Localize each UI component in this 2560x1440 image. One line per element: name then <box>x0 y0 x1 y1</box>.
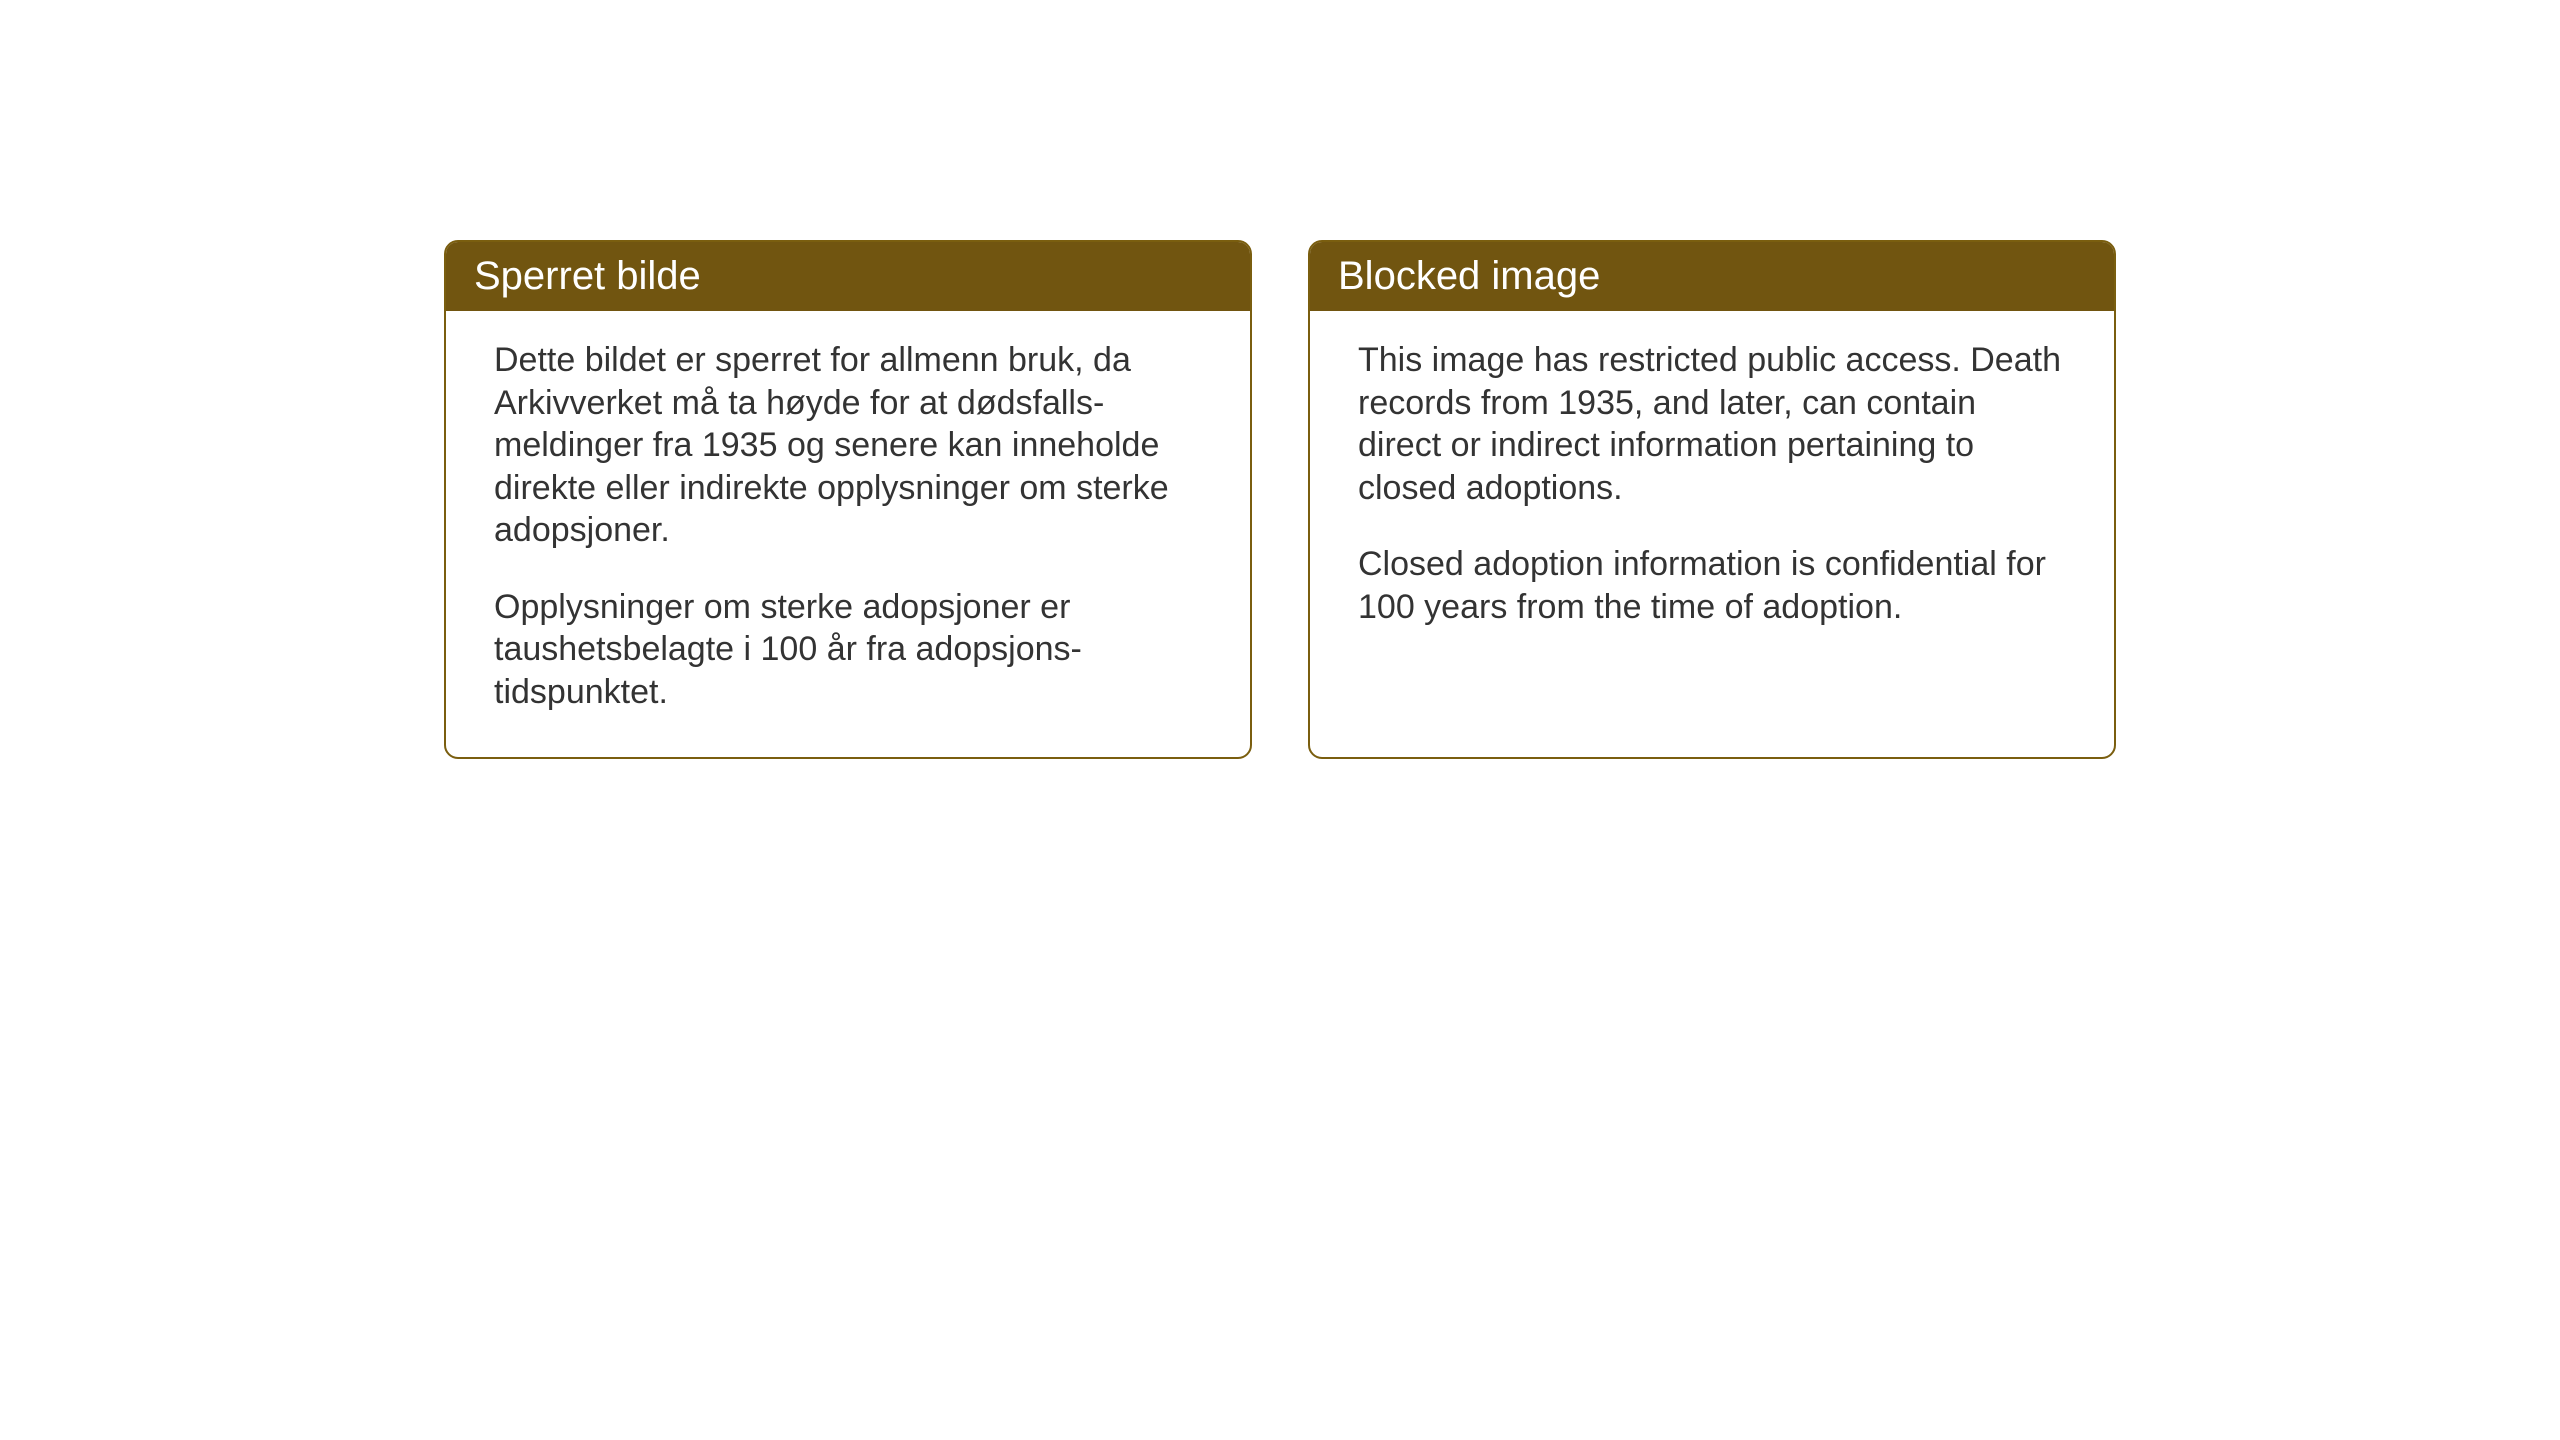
card-body-english: This image has restricted public access.… <box>1310 311 2114 672</box>
notice-card-norwegian: Sperret bilde Dette bildet er sperret fo… <box>444 240 1252 759</box>
card-paragraph: Opplysninger om sterke adopsjoner er tau… <box>494 586 1202 714</box>
card-header-english: Blocked image <box>1310 242 2114 311</box>
card-header-norwegian: Sperret bilde <box>446 242 1250 311</box>
card-body-norwegian: Dette bildet er sperret for allmenn bruk… <box>446 311 1250 757</box>
card-paragraph: Closed adoption information is confident… <box>1358 543 2066 628</box>
card-title: Blocked image <box>1338 254 1600 298</box>
notice-card-english: Blocked image This image has restricted … <box>1308 240 2116 759</box>
card-title: Sperret bilde <box>474 254 701 298</box>
notice-cards-container: Sperret bilde Dette bildet er sperret fo… <box>444 240 2116 759</box>
card-paragraph: Dette bildet er sperret for allmenn bruk… <box>494 339 1202 552</box>
card-paragraph: This image has restricted public access.… <box>1358 339 2066 509</box>
